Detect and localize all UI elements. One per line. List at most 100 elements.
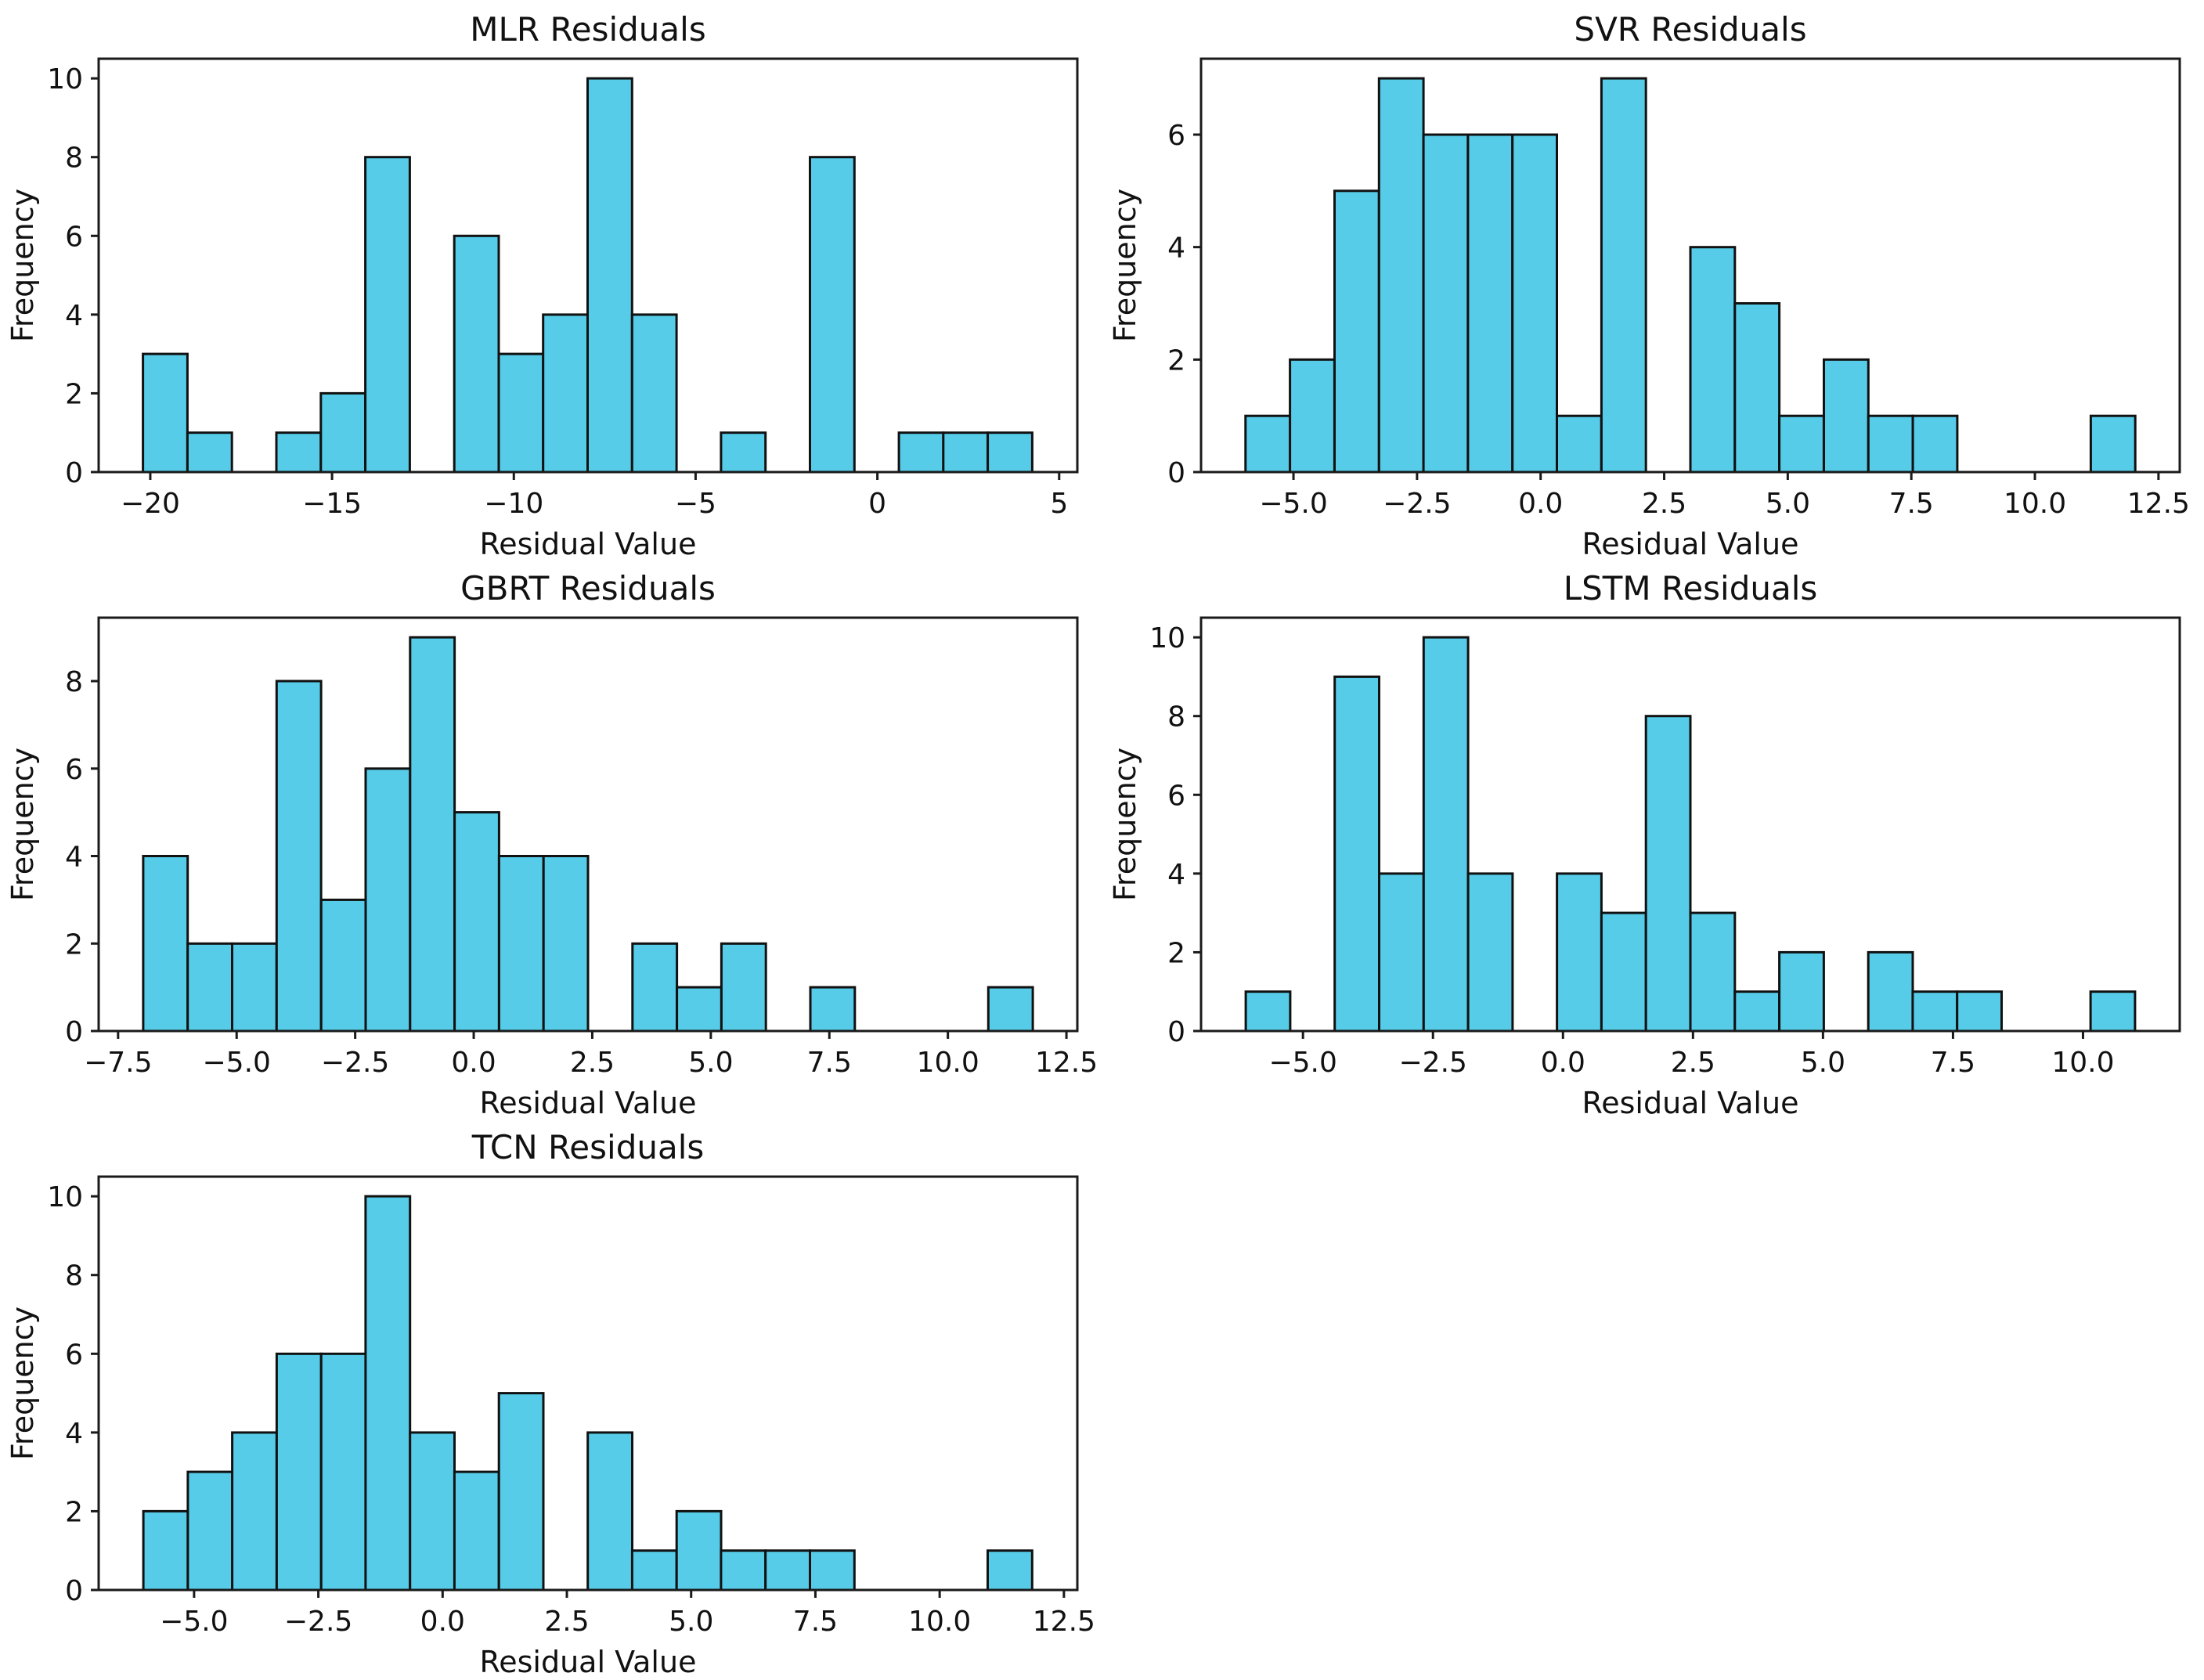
axes-spines bbox=[1199, 616, 2181, 1033]
histogram-bar bbox=[720, 942, 767, 1033]
histogram-bar bbox=[987, 1549, 1033, 1592]
x-tick-label: 7.5 bbox=[807, 1047, 852, 1079]
x-tick-label: −2.5 bbox=[321, 1047, 389, 1079]
chart-svg-lstm: −5.0 −2.5 0.0 2.5 5.0 7.5 10.0 0 2 4 6 8 10 LSTM Resi… bbox=[1108, 569, 2181, 1120]
y-axis-label: Frequency bbox=[1108, 189, 1142, 342]
axes-spines bbox=[97, 1175, 1079, 1592]
x-tick-label: 0.0 bbox=[1541, 1047, 1585, 1079]
chart-title: GBRT Residuals bbox=[460, 569, 716, 607]
histogram-bars bbox=[1244, 636, 2137, 1033]
y-tick-label: 4 bbox=[65, 300, 83, 332]
histogram-bar bbox=[1289, 358, 1336, 474]
histogram-bar bbox=[542, 855, 590, 1033]
histogram-bars bbox=[1244, 77, 2137, 474]
histogram-bar bbox=[809, 156, 856, 474]
histogram-bar bbox=[630, 1549, 678, 1592]
x-tick-label: 2.5 bbox=[570, 1047, 615, 1079]
histogram-bar bbox=[2089, 414, 2137, 474]
chart-svg-mlr: −20 −15 −10 −5 0 5 0 2 4 6 8 10 MLR Residuals Residua… bbox=[5, 10, 1079, 561]
x-tick-label: 5.0 bbox=[1801, 1047, 1845, 1079]
histogram-bar bbox=[453, 1470, 500, 1592]
histogram-bar bbox=[1600, 911, 1647, 1033]
x-tick-label: 5.0 bbox=[1766, 488, 1810, 520]
histogram-bar bbox=[1511, 133, 1559, 474]
y-axis-label: Frequency bbox=[5, 1307, 40, 1460]
y-tick-label: 8 bbox=[65, 1260, 83, 1292]
histogram-bar bbox=[497, 1392, 545, 1592]
histogram-bar bbox=[1823, 358, 1870, 474]
x-axis-label: Residual Value bbox=[1582, 527, 1799, 559]
x-tick-label: 10.0 bbox=[917, 1047, 979, 1079]
x-tick-label: 5.0 bbox=[688, 1047, 733, 1079]
histogram-bar bbox=[497, 855, 545, 1033]
chart-mlr-residuals: −20 −15 −10 −5 0 5 0 2 4 6 8 10 MLR Residuals Residua… bbox=[0, 0, 1102, 561]
histogram-bars bbox=[142, 636, 1034, 1033]
chart-title: SVR Residuals bbox=[1574, 10, 1806, 49]
histogram-bar bbox=[453, 811, 500, 1033]
y-axis-label: Frequency bbox=[5, 748, 40, 901]
axes-spines bbox=[97, 57, 1079, 474]
histogram-bar bbox=[1466, 133, 1514, 474]
x-tick-label: −5.0 bbox=[160, 1606, 228, 1638]
histogram-bar bbox=[1867, 414, 1914, 474]
histogram-bar bbox=[542, 313, 590, 474]
x-tick-label: −15 bbox=[302, 488, 362, 520]
histogram-bar bbox=[1377, 77, 1425, 474]
histogram-bars bbox=[142, 1195, 1033, 1592]
histogram-bar bbox=[231, 942, 278, 1033]
histogram-bar bbox=[453, 234, 500, 474]
y-tick-label: 6 bbox=[65, 1339, 83, 1371]
x-tick-label: 5.0 bbox=[669, 1606, 713, 1638]
x-tick-label: −5.0 bbox=[1259, 488, 1327, 520]
histogram-bar bbox=[186, 1470, 234, 1592]
y-tick-label: 2 bbox=[65, 928, 83, 961]
x-tick-label: 10.0 bbox=[2004, 488, 2066, 520]
x-tick-label: 12.5 bbox=[1033, 1606, 1095, 1638]
x-tick-label: 0.0 bbox=[420, 1606, 465, 1638]
histogram-bar bbox=[1689, 911, 1737, 1033]
x-tick-label: 5 bbox=[1050, 488, 1068, 520]
histogram-bar bbox=[1778, 950, 1825, 1033]
x-tick-label: 2.5 bbox=[1671, 1047, 1715, 1079]
histogram-bar bbox=[1911, 414, 1959, 474]
y-tick-label: 10 bbox=[47, 1181, 83, 1213]
chart-title: TCN Residuals bbox=[471, 1128, 705, 1166]
histogram-bar bbox=[1956, 990, 2003, 1033]
y-tick-label: 8 bbox=[65, 666, 83, 698]
histogram-bar bbox=[631, 942, 679, 1033]
histogram-bar bbox=[809, 1549, 856, 1592]
histogram-bar bbox=[809, 986, 857, 1033]
histogram-bar bbox=[142, 352, 189, 474]
chart-svg-svr: −5.0 −2.5 0.0 2.5 5.0 7.5 10.0 12.5 0 2 4 6 SVR Resi… bbox=[1108, 10, 2190, 561]
histogram-bar bbox=[1867, 950, 1914, 1033]
x-tick-label: 2.5 bbox=[544, 1606, 589, 1638]
x-axis-label: Residual Value bbox=[480, 527, 697, 559]
x-axis-label: Residual Value bbox=[1582, 1086, 1799, 1118]
y-tick-label: 2 bbox=[65, 378, 83, 410]
histogram-bar bbox=[1911, 990, 1959, 1033]
histogram-bar bbox=[142, 855, 189, 1033]
axes-spines bbox=[97, 616, 1079, 1033]
histogram-bar bbox=[1556, 414, 1603, 474]
chart-lstm-residuals: −5.0 −2.5 0.0 2.5 5.0 7.5 10.0 0 2 4 6 8 10 LSTM Resi… bbox=[1102, 559, 2204, 1120]
x-tick-label: −20 bbox=[121, 488, 180, 520]
histogram-bar bbox=[275, 680, 323, 1033]
x-tick-label: 0.0 bbox=[451, 1047, 496, 1079]
histogram-bar bbox=[675, 1509, 723, 1592]
y-tick-label: 4 bbox=[65, 1418, 83, 1450]
histogram-bar bbox=[1556, 872, 1603, 1033]
y-tick-label: 2 bbox=[1167, 344, 1185, 377]
y-tick-label: 4 bbox=[1167, 233, 1185, 265]
x-tick-label: −5.0 bbox=[203, 1047, 271, 1079]
y-tick-label: 0 bbox=[1167, 457, 1185, 489]
histogram-bar bbox=[231, 1431, 278, 1592]
histogram-bar bbox=[409, 636, 456, 1033]
x-tick-label: 7.5 bbox=[1931, 1047, 1975, 1079]
y-tick-label: 6 bbox=[1167, 120, 1185, 152]
x-tick-label: −2.5 bbox=[284, 1606, 352, 1638]
x-tick-label: −5.0 bbox=[1268, 1047, 1336, 1079]
x-tick-label: 2.5 bbox=[1642, 488, 1686, 520]
histogram-bar bbox=[1244, 990, 1292, 1033]
histogram-bar bbox=[319, 1352, 367, 1592]
